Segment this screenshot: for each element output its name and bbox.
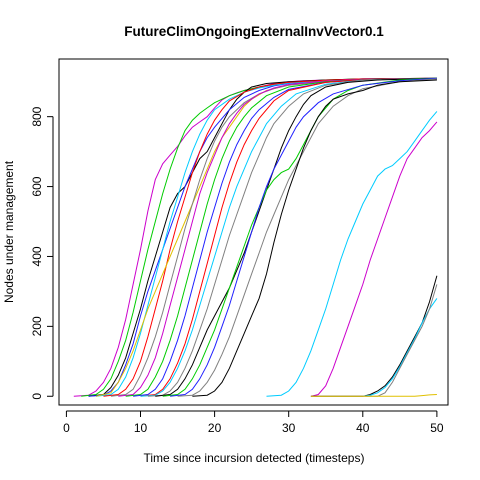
series-line-13 [140, 77, 437, 397]
series-line-11 [133, 77, 437, 397]
series-line-23 [362, 298, 438, 397]
series-line-21 [310, 121, 438, 397]
y-tick-label: 800 [30, 106, 44, 126]
x-tick-label: 40 [356, 421, 370, 435]
series-line-24 [325, 284, 438, 397]
series-line-8 [110, 77, 437, 397]
y-tick-label: 400 [30, 246, 44, 266]
series-line-6 [103, 77, 437, 397]
series-line-3 [88, 77, 437, 397]
chart-title: FutureClimOngoingExternalInvVector0.1 [124, 24, 384, 39]
y-tick-label: 600 [30, 176, 44, 196]
series-line-18 [177, 78, 437, 397]
series-line-20 [266, 111, 438, 397]
series-line-25 [310, 394, 437, 397]
series-line-9 [118, 77, 437, 397]
x-tick-label: 50 [430, 421, 444, 435]
x-axis: 0 10 20 30 40 50 [63, 410, 444, 435]
series-line-4 [88, 78, 437, 397]
x-tick-label: 0 [63, 421, 70, 435]
series-line-12 [140, 77, 437, 397]
x-axis-label: Time since incursion detected (timesteps… [144, 451, 365, 465]
x-tick-label: 20 [208, 421, 222, 435]
series-line-2 [81, 77, 437, 397]
series-line-17 [170, 77, 437, 397]
y-tick-label: 200 [30, 316, 44, 336]
series-line-10 [125, 77, 437, 397]
y-tick-label: 0 [30, 393, 44, 400]
series-line-19 [192, 79, 437, 397]
x-tick-label: 10 [134, 421, 148, 435]
x-tick-label: 30 [282, 421, 296, 435]
series-line-22 [310, 275, 438, 397]
series-line-15 [155, 77, 437, 397]
y-axis: 0 200 400 600 800 [30, 106, 54, 400]
series-line-14 [147, 77, 437, 397]
series-line-5 [95, 77, 437, 397]
plot-frame [58, 58, 449, 406]
y-axis-label: Nodes under management [2, 160, 16, 303]
series-line-7 [95, 77, 437, 397]
series-layer [73, 77, 438, 397]
